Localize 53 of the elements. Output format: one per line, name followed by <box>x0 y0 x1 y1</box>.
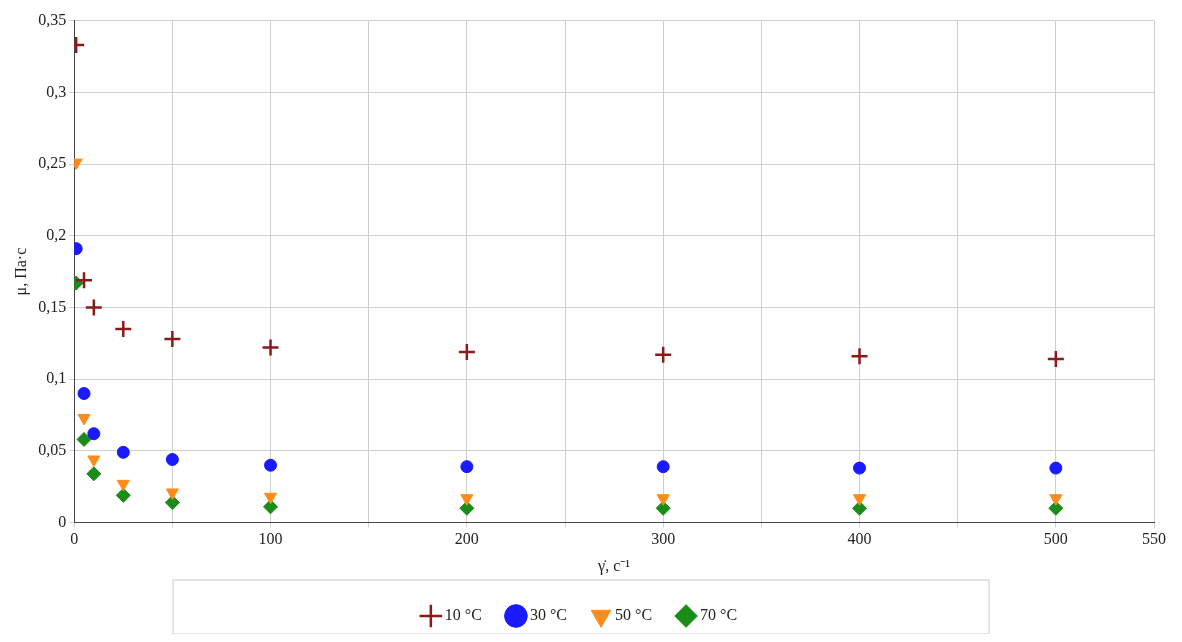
y-tick-label: 0 <box>58 512 67 530</box>
point <box>1049 461 1063 475</box>
point <box>77 413 91 426</box>
point <box>263 492 278 505</box>
y-tick-label: 0,15 <box>38 297 67 315</box>
point <box>115 487 131 503</box>
point <box>852 494 867 506</box>
x-tick-label: 100 <box>258 530 283 548</box>
x-tick-label: 300 <box>651 530 676 548</box>
y-tick-label: 0,1 <box>46 369 67 387</box>
legend-label: 30 °C <box>529 606 568 624</box>
x-tick-label: 0 <box>70 530 79 548</box>
point <box>114 319 133 339</box>
y-tick-label: 0,2 <box>46 225 67 243</box>
y-tick-label: 0,25 <box>38 154 67 172</box>
y-axis-title: μ, Па·с <box>11 247 30 296</box>
point <box>264 458 278 472</box>
point <box>87 455 101 467</box>
y-tick-label: 0,35 <box>38 10 67 28</box>
point <box>87 427 101 441</box>
legend-label: 50 °C <box>615 606 653 624</box>
x-tick-label: 500 <box>1043 530 1068 548</box>
point <box>1049 494 1063 506</box>
point <box>261 338 280 357</box>
point <box>263 499 279 515</box>
y-tick-label: 0,05 <box>38 441 67 459</box>
point <box>460 460 474 474</box>
point <box>116 445 130 459</box>
point <box>74 270 94 290</box>
point <box>165 452 179 466</box>
point <box>76 431 92 447</box>
point <box>84 298 104 317</box>
point <box>653 345 673 365</box>
point <box>853 461 867 475</box>
point <box>165 488 179 500</box>
point <box>1046 349 1066 369</box>
point <box>164 495 180 511</box>
point <box>656 460 670 474</box>
x-tick-label: 550 <box>1142 530 1166 548</box>
legend-label: 10 °C <box>444 606 482 624</box>
y-tick-label: 0,3 <box>46 82 67 100</box>
x-tick-label: 400 <box>847 530 872 548</box>
point <box>457 342 477 362</box>
point <box>656 494 670 506</box>
point <box>850 346 869 366</box>
point <box>163 329 182 349</box>
point <box>460 494 474 506</box>
x-tick-label: 200 <box>454 530 479 548</box>
point <box>116 479 130 492</box>
point <box>77 387 91 401</box>
point <box>86 466 102 482</box>
legend-label: 70 °C <box>700 606 738 624</box>
x-axis-title: γ̇, с⁻¹ <box>597 556 631 575</box>
